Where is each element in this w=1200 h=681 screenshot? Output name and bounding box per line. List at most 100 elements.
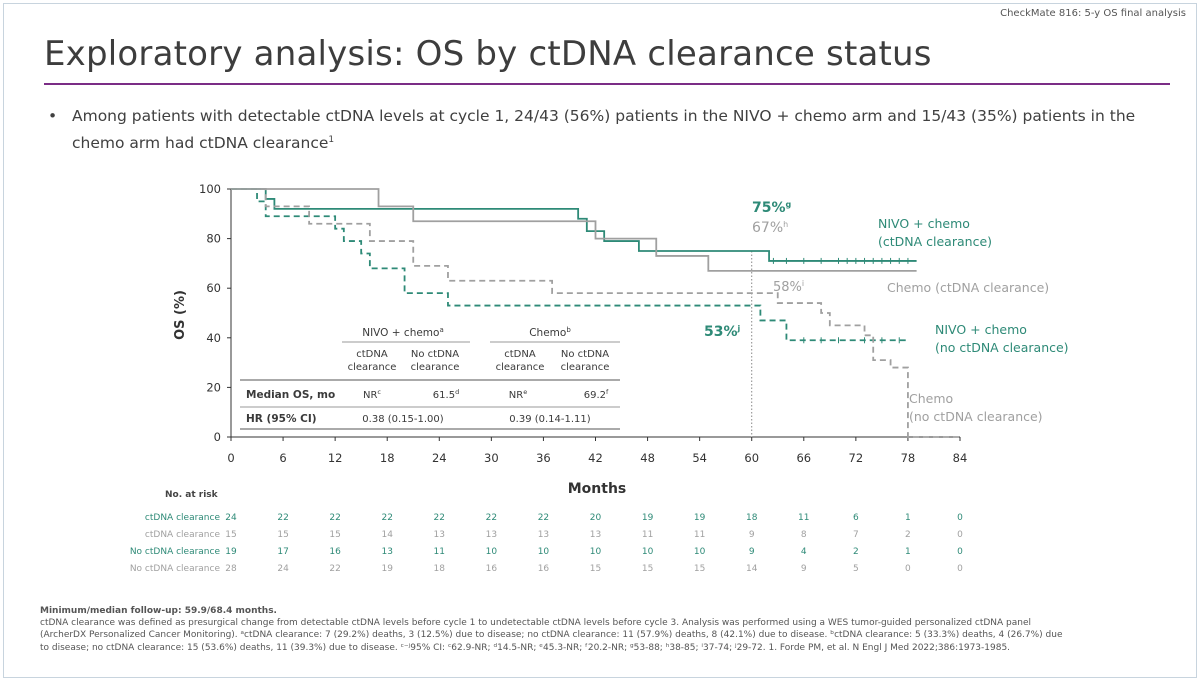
x-tick-label: 18: [380, 451, 395, 465]
x-tick-label: 54: [692, 451, 707, 465]
risk-value: 0: [957, 547, 963, 557]
risk-value: 24: [225, 513, 237, 523]
footnote-line-2: (ArcherDX Personalized Cancer Monitoring…: [40, 630, 1063, 641]
table-sub-4: No ctDNA clearance: [561, 349, 610, 373]
legend-chemo-noclear: Chemo (no ctDNA clearance): [909, 391, 1043, 424]
risk-value: 19: [381, 564, 393, 574]
risk-table: ctDNA clearance 24 22 22 22 22 22 22 20 19 19 18 11 6…: [130, 513, 963, 574]
x-tick-label: 84: [953, 451, 968, 465]
risk-value: 13: [486, 530, 497, 540]
footnote-followup: Minimum/median follow-up: 59.9/68.4 mont…: [40, 606, 277, 616]
axes-layer: 0 6 12 18 24 30 36 42 48 54 60 66 72 78 84 0 20 40 60 80 100…: [173, 182, 967, 497]
km-chart: 0 6 12 18 24 30 36 42 48 54 60 66 72 78 84020406080100…: [130, 182, 1069, 574]
risk-row-label: No ctDNA clearance: [130, 564, 221, 574]
risk-value: 15: [642, 564, 653, 574]
risk-value: 7: [853, 530, 859, 540]
bullet-dot: •: [48, 107, 58, 125]
risk-value: 10: [694, 547, 706, 557]
risk-value: 2: [905, 530, 911, 540]
x-tick-label: 12: [328, 451, 343, 465]
risk-value: 9: [749, 547, 755, 557]
risk-value: 9: [749, 530, 755, 540]
bullet-point: • Among patients with detectable ctDNA l…: [48, 104, 1158, 155]
risk-value: 2: [853, 547, 859, 557]
risk-row-label: ctDNA clearance: [145, 530, 221, 540]
risk-value: 24: [277, 564, 289, 574]
slide-kicker: CheckMate 816: 5-y OS final analysis: [1000, 8, 1186, 19]
bullet-ref: 1: [328, 135, 335, 145]
slide-title: Exploratory analysis: OS by ctDNA cleara…: [44, 34, 932, 74]
risk-value: 22: [381, 513, 392, 523]
risk-value: 1: [905, 547, 911, 557]
risk-value: 15: [225, 530, 236, 540]
risk-value: 0: [905, 564, 911, 574]
x-tick-label: 6: [279, 451, 286, 465]
x-tick-label: 36: [536, 451, 551, 465]
risk-value: 16: [329, 547, 341, 557]
table-hr-label: HR (95% CI): [246, 413, 317, 425]
y-axis-label: OS (%): [173, 290, 188, 340]
risk-value: 22: [434, 513, 445, 523]
y-tick-label: 100: [199, 182, 221, 196]
risk-value: 16: [486, 564, 498, 574]
risk-value: 1: [905, 513, 911, 523]
table-median-1: NRc: [363, 388, 381, 401]
x-tick-label: 0: [227, 451, 234, 465]
risk-value: 19: [642, 513, 654, 523]
risk-value: 13: [590, 530, 601, 540]
footnotes: Minimum/median follow-up: 59.9/68.4 mont…: [40, 605, 1170, 654]
x-tick-label: 24: [432, 451, 447, 465]
risk-value: 10: [538, 547, 550, 557]
risk-value: 11: [798, 513, 809, 523]
x-axis-label: Months: [568, 481, 627, 497]
risk-value: 11: [434, 547, 445, 557]
risk-value: 13: [381, 547, 392, 557]
table-median-3: NRe: [509, 388, 527, 401]
km-curve-1: [231, 188, 917, 272]
risk-value: 22: [538, 513, 549, 523]
table-hr-2: 0.39 (0.14-1.11): [509, 414, 590, 425]
risk-value: 18: [434, 564, 446, 574]
table-sub-3: ctDNA clearance: [496, 349, 545, 373]
risk-value: 18: [746, 513, 758, 523]
risk-value: 22: [277, 513, 288, 523]
annotation-layer: 75%g 67%h 58%i 53%j NIVO + chemo (ctDNA c…: [704, 200, 1069, 424]
risk-value: 19: [694, 513, 706, 523]
legend-nivo-clear: NIVO + chemo (ctDNA clearance): [878, 216, 992, 249]
x-tick-label: 60: [744, 451, 759, 465]
table-median-2: 61.5d: [433, 388, 459, 401]
risk-value: 0: [957, 513, 963, 523]
y-tick-label: 0: [214, 430, 221, 444]
table-sub-2: No ctDNA clearance: [411, 349, 460, 373]
y-tick-label: 60: [206, 281, 221, 295]
title-underline: [44, 83, 1170, 85]
risk-value: 15: [590, 564, 601, 574]
footnote-line-1: ctDNA clearance was defined as presurgic…: [40, 618, 1032, 629]
risk-value: 4: [801, 547, 807, 557]
annot-75: 75%g: [752, 200, 792, 216]
km-curve-0: [231, 188, 917, 262]
slide-frame: [3, 3, 1197, 678]
risk-value: 14: [381, 530, 393, 540]
y-tick-label: 80: [206, 232, 221, 246]
risk-value: 11: [642, 530, 653, 540]
risk-value: 15: [277, 530, 288, 540]
risk-row-label: ctDNA clearance: [145, 513, 221, 523]
km-curve-2: [231, 188, 908, 342]
annot-53: 53%j: [704, 324, 741, 340]
x-tick-label: 66: [796, 451, 811, 465]
risk-value: 22: [329, 513, 340, 523]
table-median-4: 69.2f: [584, 388, 609, 401]
risk-value: 6: [853, 513, 859, 523]
risk-value: 11: [694, 530, 705, 540]
risk-value: 10: [486, 547, 498, 557]
legend-nivo-noclear: NIVO + chemo (no ctDNA clearance): [935, 322, 1069, 355]
risk-value: 9: [801, 564, 807, 574]
footnote-line-3: to disease; no ctDNA clearance: 15 (53.6…: [40, 642, 1011, 653]
x-tick-label: 42: [588, 451, 603, 465]
risk-value: 14: [746, 564, 758, 574]
y-tick-label: 20: [206, 380, 221, 394]
risk-value: 15: [694, 564, 705, 574]
risk-value: 13: [434, 530, 445, 540]
risk-value: 20: [590, 513, 602, 523]
